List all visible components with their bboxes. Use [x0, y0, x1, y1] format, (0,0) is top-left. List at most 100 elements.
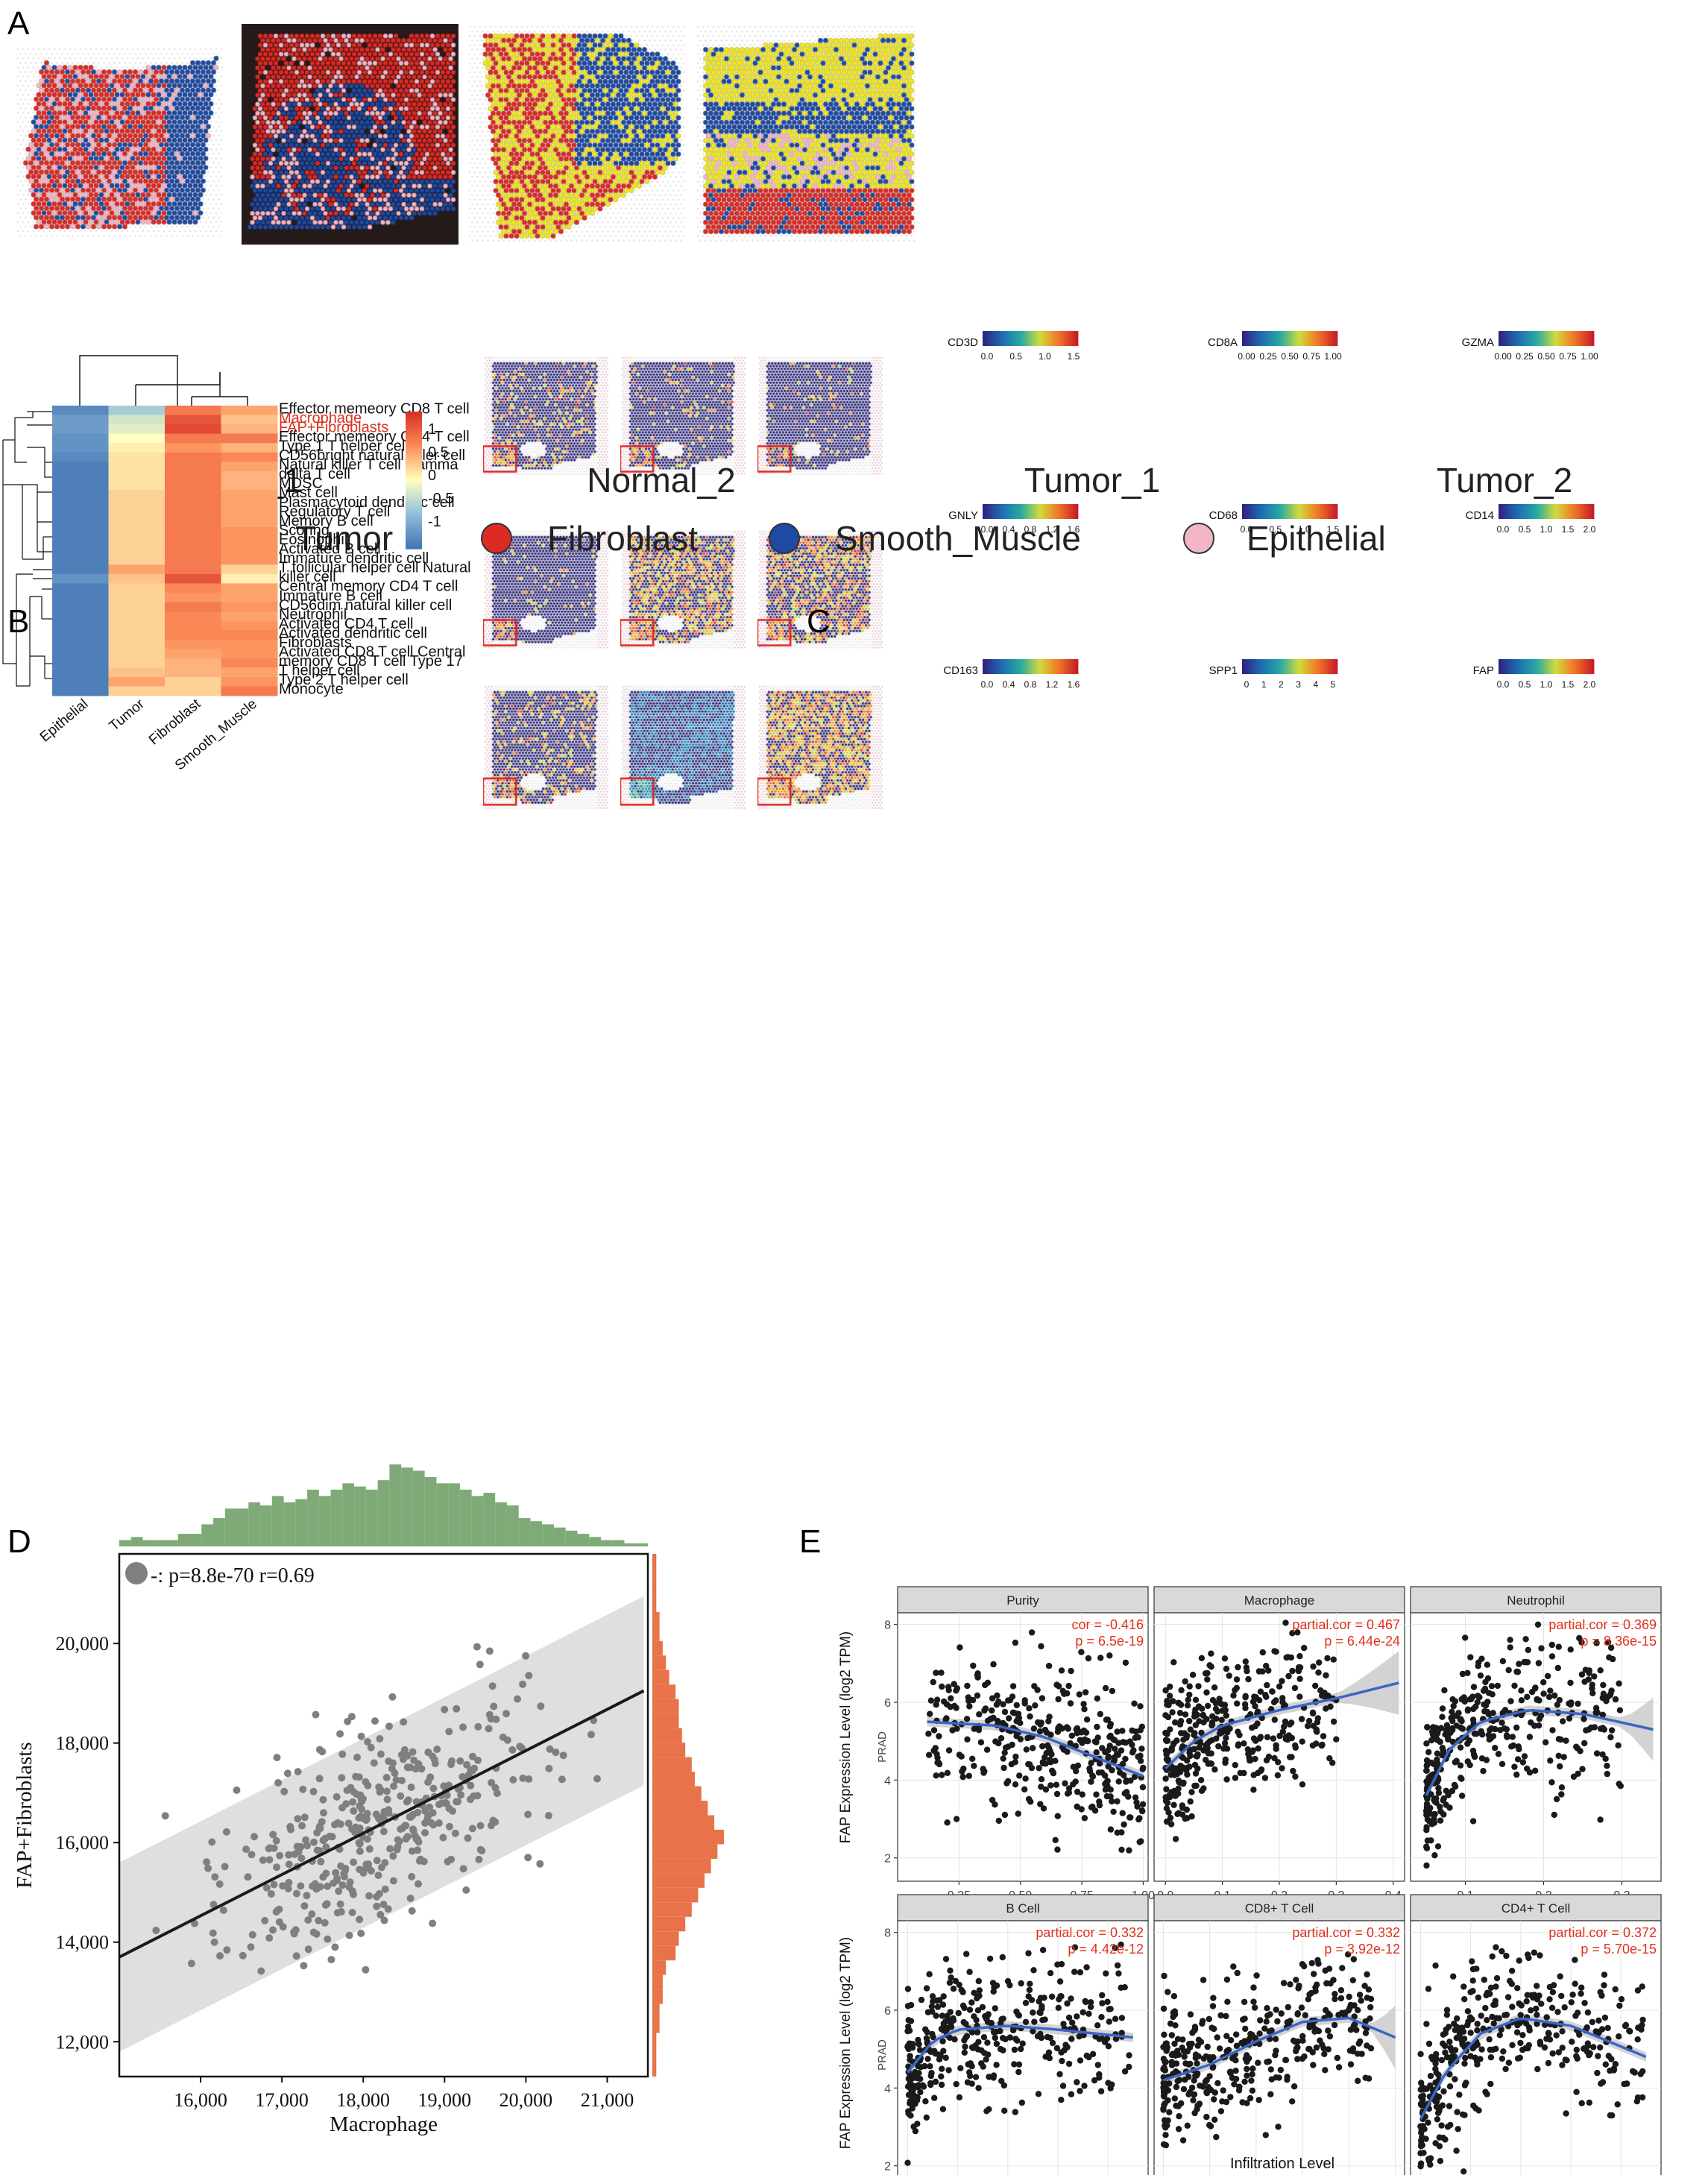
- x-marginal-histogram-bar: [354, 1486, 366, 1546]
- scatter-point: [1058, 1993, 1065, 2000]
- x-tick-label: 17,000: [255, 2089, 309, 2111]
- scatter-point: [474, 1756, 482, 1764]
- scatter-point: [191, 1919, 198, 1927]
- scatter-point: [1170, 1801, 1177, 1808]
- scatter-point: [1365, 1986, 1373, 1993]
- scatter-point: [1011, 2061, 1018, 2068]
- scatter-point: [1545, 2059, 1552, 2067]
- scatter-point: [1000, 1719, 1006, 1727]
- scatter-point: [1507, 1698, 1514, 1705]
- scatter-point: [1548, 1779, 1555, 1786]
- expression-colorbar-segment: [1563, 331, 1566, 346]
- scatter-point: [1065, 2060, 1073, 2068]
- scatter-point: [356, 1847, 364, 1855]
- expression-colorbar-segment: [1296, 331, 1300, 346]
- expression-colorbar-segment: [1548, 659, 1551, 674]
- scatter-point: [1536, 1992, 1542, 1999]
- scatter-point: [1281, 1723, 1288, 1730]
- scatter-point: [1423, 1767, 1430, 1774]
- expression-colorbar-segment: [1015, 504, 1019, 519]
- colorbar-segment: [406, 494, 422, 497]
- scatter-point: [1534, 2065, 1541, 2073]
- scatter-point: [468, 1825, 476, 1833]
- scatter-point: [1192, 1722, 1200, 1728]
- scatter-point: [1470, 1684, 1478, 1690]
- scatter-point: [1079, 1791, 1086, 1798]
- scatter-point: [1208, 1722, 1215, 1729]
- scatter-point: [424, 1749, 432, 1757]
- expression-colorbar-segment: [1525, 659, 1528, 674]
- scatter-point: [1077, 1737, 1084, 1743]
- scatter-point: [1030, 1745, 1036, 1751]
- expression-colorbar-segment: [1056, 504, 1059, 519]
- scatter-point: [350, 1858, 358, 1866]
- scatter-point: [1504, 1734, 1511, 1740]
- scatter-point: [1489, 1953, 1496, 1960]
- scatter-point: [358, 1797, 366, 1805]
- expression-colorbar-segment: [1037, 659, 1041, 674]
- p-value-label: p = 3.92e-12: [1324, 1942, 1400, 1957]
- scatter-point: [1362, 2030, 1370, 2036]
- scatter-point: [1252, 1737, 1259, 1744]
- scatter-point: [1126, 1814, 1133, 1821]
- scatter-point: [248, 1930, 256, 1939]
- p-value-label: p = 4.42e-12: [1068, 1942, 1144, 1957]
- scatter-point: [1203, 1743, 1209, 1749]
- scatter-point: [552, 1749, 560, 1757]
- scatter-point: [1114, 1798, 1121, 1805]
- scatter-point: [1524, 1693, 1531, 1700]
- scatter-point: [925, 1731, 932, 1737]
- scatter-point: [390, 1782, 397, 1790]
- expression-colorbar-segment: [1522, 504, 1525, 519]
- scatter-point: [1185, 2091, 1192, 2097]
- expression-colorbar-segment: [1567, 504, 1571, 519]
- scatter-point: [1567, 1702, 1574, 1708]
- scatter-point: [1557, 1763, 1563, 1770]
- scatter-point: [933, 1702, 939, 1708]
- scatter-point: [1271, 1754, 1278, 1762]
- scatter-point: [475, 1855, 483, 1863]
- scatter-point: [377, 1863, 385, 1872]
- expression-colorbar-segment: [1287, 504, 1291, 519]
- heatmap-cell: [52, 536, 109, 547]
- expression-colorbar-segment: [1285, 504, 1288, 519]
- heatmap-cell: [165, 564, 221, 575]
- expression-colorbar-segment: [1563, 659, 1566, 674]
- scatter-point: [1243, 1664, 1250, 1671]
- expression-colorbar-segment: [1306, 659, 1309, 674]
- scatter-point: [1563, 2057, 1570, 2064]
- scatter-point: [1167, 2020, 1174, 2027]
- scatter-point: [1322, 2067, 1329, 2074]
- colorbar-segment: [406, 438, 422, 442]
- scatter-point: [977, 1739, 985, 1746]
- scatter-point: [1427, 2155, 1434, 2162]
- scatter-point: [1484, 1708, 1491, 1716]
- scatter-point: [1001, 1811, 1009, 1819]
- expression-colorbar-segment: [1507, 504, 1511, 519]
- scatter-point: [960, 2018, 967, 2026]
- scatter-point: [1317, 2037, 1323, 2044]
- scatter-point: [1255, 1697, 1263, 1704]
- scatter-point: [1499, 1948, 1505, 1955]
- y-marginal-histogram-bar: [653, 2018, 660, 2033]
- scatter-point: [1282, 2056, 1289, 2063]
- scatter-point: [939, 2106, 947, 2112]
- scatter-point: [1442, 2136, 1449, 2143]
- scatter-point: [1288, 1654, 1295, 1661]
- scatter-point: [975, 2085, 982, 2091]
- scatter-point: [971, 1989, 977, 1996]
- scatter-point: [1324, 1655, 1331, 1662]
- scatter-point: [386, 1845, 394, 1853]
- expression-colorbar-segment: [1054, 331, 1057, 346]
- scatter-point: [1323, 1980, 1330, 1987]
- colorbar-segment: [406, 432, 422, 435]
- scatter-point: [910, 2041, 916, 2047]
- expression-colorbar-segment: [1560, 504, 1563, 519]
- scatter-point: [362, 1778, 370, 1786]
- scatter-point: [936, 1733, 942, 1740]
- scatter-point: [273, 1863, 280, 1872]
- scatter-point: [1330, 1656, 1337, 1663]
- scatter-point: [1226, 1725, 1233, 1732]
- x-marginal-histogram-bar: [624, 1543, 637, 1546]
